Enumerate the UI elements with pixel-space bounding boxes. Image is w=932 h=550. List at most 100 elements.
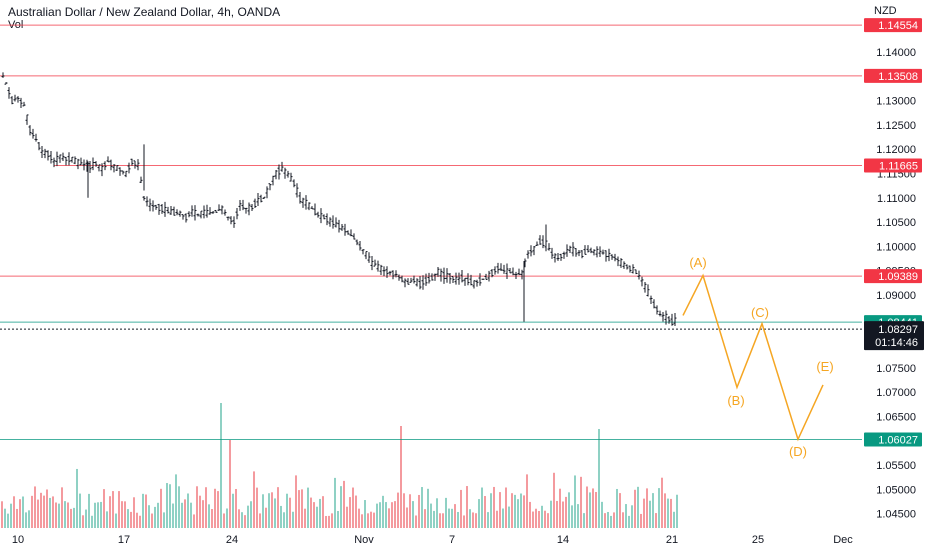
volume-bar	[307, 487, 309, 528]
volume-bar	[535, 508, 537, 528]
volume-bar	[586, 486, 588, 528]
volume-bar	[49, 497, 51, 528]
volume-bar	[673, 511, 675, 528]
volume-bar	[109, 496, 111, 528]
volume-bar	[76, 468, 78, 528]
volume-bar	[502, 508, 504, 528]
volume-bar	[427, 488, 429, 528]
time-axis-tick: 10	[12, 534, 24, 546]
volume-bar	[157, 502, 159, 528]
volume-bar	[61, 487, 63, 528]
volume-bar	[286, 493, 288, 528]
volume-bar	[385, 502, 387, 528]
volume-bar	[229, 440, 231, 528]
volume-bar	[526, 474, 528, 528]
volume-bar	[376, 503, 378, 528]
volume-bar	[70, 508, 72, 528]
volume-bar	[511, 493, 513, 528]
price-level-tag-label: 1.11665	[879, 160, 918, 172]
volume-bar	[280, 505, 282, 528]
volume-bar	[31, 495, 33, 528]
volume-bar	[445, 497, 447, 528]
volume-bar	[46, 489, 48, 528]
volume-bar	[190, 502, 192, 528]
time-axis[interactable]: 10 17 24 Nov 7 14 21 25 Dec	[12, 534, 853, 546]
volume-bar	[103, 489, 105, 528]
volume-bar	[622, 512, 624, 528]
volume-bar	[133, 497, 135, 528]
volume-bar	[406, 507, 408, 528]
volume-bar	[304, 508, 306, 528]
volume-bar	[577, 504, 579, 528]
volume-bar	[379, 502, 381, 528]
chart-title: Australian Dollar / New Zealand Dollar, …	[8, 5, 281, 19]
volume-bar	[337, 510, 339, 528]
volume-bar	[562, 501, 564, 528]
volume-bar	[493, 486, 495, 528]
volume-bar	[349, 497, 351, 528]
volume-bar	[343, 480, 345, 528]
wave-path	[682, 273, 824, 442]
volume-bar	[625, 504, 627, 528]
volume-bar	[589, 492, 591, 528]
volume-bar	[55, 502, 57, 528]
volume-bar	[289, 497, 291, 528]
wave-label: (C)	[751, 305, 769, 320]
volume-bar	[82, 515, 84, 528]
volume-bar	[94, 502, 96, 528]
volume-bar	[178, 486, 180, 528]
price-level-tag	[864, 432, 922, 447]
volume-bar	[220, 403, 222, 528]
volume-bar	[124, 501, 126, 528]
volume-bar	[412, 501, 414, 528]
volume-bar	[85, 509, 87, 528]
volume-bar	[637, 486, 639, 528]
price-axis-tick: 1.12500	[876, 120, 916, 132]
volume-bar	[640, 513, 642, 528]
volume-bar	[523, 495, 525, 528]
volume-bar	[151, 513, 153, 528]
volume-bar	[436, 498, 438, 528]
volume-bar	[520, 493, 522, 528]
volume-bar	[616, 488, 618, 528]
volume-bar	[664, 493, 666, 528]
time-axis-tick: 17	[118, 534, 130, 546]
volume-bar	[508, 506, 510, 528]
volume-bar	[115, 513, 117, 528]
volume-bar	[667, 498, 669, 528]
current-price-value: 1.08297	[878, 324, 918, 336]
volume-bar	[313, 502, 315, 528]
volume-bar	[505, 487, 507, 528]
volume-bar	[331, 513, 333, 528]
time-axis-tick: 21	[666, 534, 678, 546]
price-axis-tick: 1.12000	[876, 144, 916, 156]
volume-bar	[319, 498, 321, 528]
volume-bar	[325, 515, 327, 528]
bar-countdown: 01:14:46	[875, 337, 918, 349]
price-level-tag-label: 1.13508	[878, 71, 918, 83]
volume-bar	[208, 504, 210, 528]
volume-bar	[310, 497, 312, 528]
wave-label: (D)	[789, 444, 807, 459]
volume-bar	[256, 487, 258, 528]
volume-bar	[346, 506, 348, 528]
volume-bar	[187, 493, 189, 528]
time-axis-tick: Nov	[354, 534, 374, 546]
volume-bar	[4, 508, 6, 528]
volume-bar	[448, 508, 450, 528]
volume-bar	[265, 507, 267, 528]
volume-bar	[568, 492, 570, 528]
volume-bar	[259, 513, 261, 528]
volume-bar	[16, 508, 18, 528]
volume-bar	[541, 505, 543, 528]
volume-bar	[172, 503, 174, 528]
horizontal-levels	[0, 24, 862, 440]
price-axis-tick: 1.09000	[876, 290, 916, 302]
volume-bar	[148, 505, 150, 528]
volume-bar	[97, 502, 99, 528]
volume-bar	[574, 475, 576, 528]
volume-bar	[145, 494, 147, 528]
volume-bar	[439, 513, 441, 528]
volume-bar	[397, 492, 399, 528]
